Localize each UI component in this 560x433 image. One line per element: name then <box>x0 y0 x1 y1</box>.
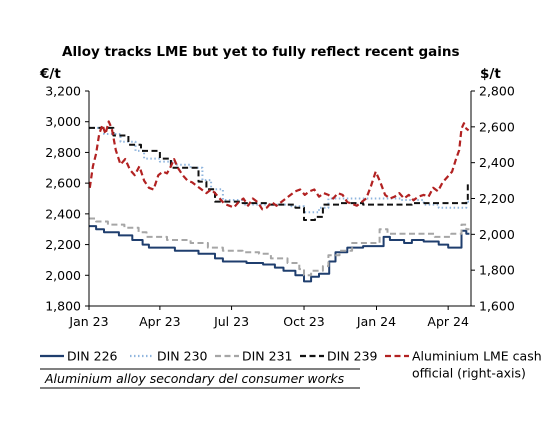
legend-label-3: DIN 239 <box>327 349 378 364</box>
right-tick-label-3: 2,200 <box>479 191 515 206</box>
right-tick-label-6: 2,800 <box>479 84 515 99</box>
series-line-din-231 <box>89 217 470 277</box>
x-tick-label-1: Apr 23 <box>139 314 181 329</box>
legend-label-2: DIN 231 <box>242 349 293 364</box>
right-axis-unit: $/t <box>480 66 501 82</box>
x-tick-label-0: Jan 23 <box>68 314 108 329</box>
plot-frame <box>88 91 472 307</box>
x-tick-label-5: Apr 24 <box>427 314 469 329</box>
legend-label-0: DIN 226 <box>67 349 118 364</box>
legend-label-4: Aluminium LME cash official (right-axis) <box>412 349 542 381</box>
left-tick-labels: 1,800 2,000 2,200 2,400 2,600 2,800 3,000 3,200 <box>45 84 89 314</box>
right-tick-label-0: 1,600 <box>479 299 515 314</box>
x-tick-label-4: Jan 24 <box>356 314 396 329</box>
left-tick-label-0: 1,800 <box>45 299 81 314</box>
right-tick-labels: 1,600 1,800 2,000 2,200 2,400 2,600 2,800 <box>471 84 515 314</box>
right-tick-label-1: 1,800 <box>479 263 515 278</box>
left-axis-unit: €/t <box>39 66 61 82</box>
left-tick-label-7: 3,200 <box>45 84 81 99</box>
x-tick-labels: Jan 23 Apr 23 Jul 23 Oct 23 Jan 24 Apr 24 <box>68 306 469 329</box>
right-tick-label-2: 2,000 <box>479 227 515 242</box>
right-tick-label-5: 2,600 <box>479 119 515 134</box>
left-tick-label-1: 2,000 <box>45 268 81 283</box>
legend: DIN 226 DIN 230 DIN 231 DIN 239 Aluminium LM… <box>40 349 542 381</box>
left-tick-label-5: 2,800 <box>45 145 81 160</box>
series-line-aluminium-lme-cash-official-right-axis <box>88 120 470 211</box>
legend-note: Aluminium alloy secondary del consumer w… <box>44 371 345 386</box>
plot-series <box>88 120 470 283</box>
left-tick-label-6: 3,000 <box>45 114 81 129</box>
x-tick-label-2: Jul 23 <box>213 314 249 329</box>
chart-title: Alloy tracks LME but yet to fully reflec… <box>62 44 460 60</box>
right-tick-label-4: 2,400 <box>479 155 515 170</box>
left-tick-label-2: 2,200 <box>45 237 81 252</box>
legend-label-1: DIN 230 <box>157 349 208 364</box>
left-tick-label-3: 2,400 <box>45 206 81 221</box>
left-tick-label-4: 2,600 <box>45 176 81 191</box>
series-line-din-239 <box>89 126 470 221</box>
series-line-din-226 <box>89 225 470 283</box>
x-tick-label-3: Oct 23 <box>283 314 325 329</box>
